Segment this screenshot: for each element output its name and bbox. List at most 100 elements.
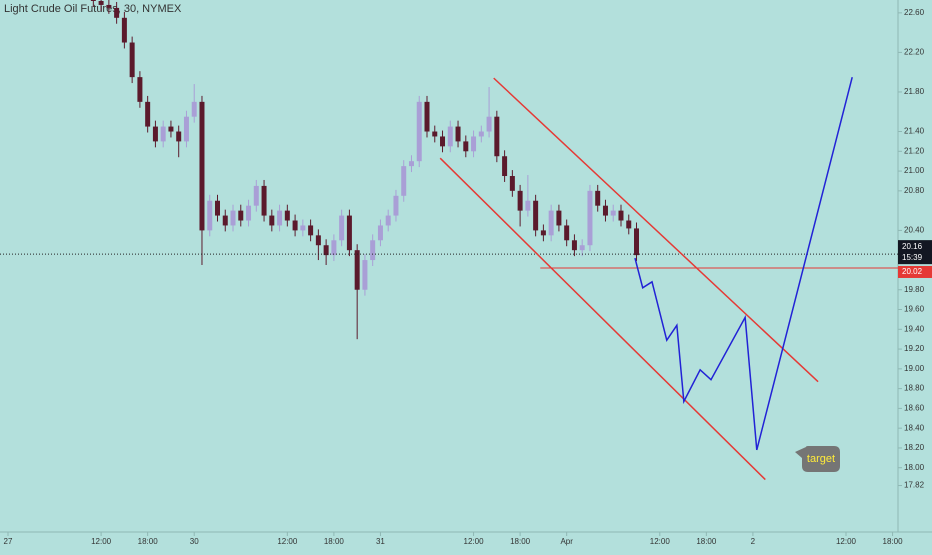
y-tick-label: 19.40 xyxy=(904,324,925,333)
y-tick-label: 19.00 xyxy=(904,364,925,373)
candle-body xyxy=(331,240,337,256)
candle-body xyxy=(370,240,376,261)
y-tick-label: 18.00 xyxy=(904,463,925,472)
x-tick-label: 30 xyxy=(190,537,199,546)
x-tick-label: 2 xyxy=(751,537,756,546)
candle-body xyxy=(199,101,205,231)
candle-body xyxy=(137,77,143,102)
x-tick-label: 12:00 xyxy=(836,537,857,546)
x-tick-label: 12:00 xyxy=(91,537,112,546)
y-tick-label: 22.20 xyxy=(904,48,925,57)
x-tick-label: 27 xyxy=(4,537,13,546)
candle-body xyxy=(98,0,104,5)
y-tick-label: 18.40 xyxy=(904,423,925,432)
y-tick-label: 19.20 xyxy=(904,344,925,353)
candle-body xyxy=(106,4,112,8)
candle-body xyxy=(455,126,461,142)
candle-body xyxy=(339,215,345,241)
candle-body xyxy=(579,245,585,251)
candle-body xyxy=(478,131,484,137)
candle-body xyxy=(183,116,189,142)
candle-body xyxy=(533,200,539,231)
candle-body xyxy=(114,7,120,18)
y-tick-label: 18.80 xyxy=(904,384,925,393)
y-tick-label: 20.40 xyxy=(904,226,925,235)
candle-body xyxy=(525,200,531,211)
countdown-label: 15:39 xyxy=(902,253,923,262)
candle-body xyxy=(377,225,383,241)
candle-body xyxy=(214,200,220,216)
candle-body xyxy=(253,185,259,206)
callout-box xyxy=(795,446,840,472)
candle-body xyxy=(300,225,306,231)
candle-body xyxy=(152,126,158,142)
projection-line xyxy=(634,76,853,451)
candle-body xyxy=(626,220,632,229)
callout-text: target xyxy=(807,453,835,465)
y-tick-label: 19.80 xyxy=(904,285,925,294)
candle-body xyxy=(564,225,570,241)
candle-body xyxy=(90,0,96,1)
candle-body xyxy=(440,136,446,147)
candle-body xyxy=(176,131,182,142)
candle-body xyxy=(556,210,562,226)
level-price-box xyxy=(898,265,932,278)
y-tick-label: 22.60 xyxy=(904,8,925,17)
candle-body xyxy=(602,205,608,216)
candle-body xyxy=(634,228,640,256)
candle-body xyxy=(401,166,407,196)
candle-body xyxy=(160,126,166,142)
candle-body xyxy=(308,225,314,236)
x-tick-label: 18:00 xyxy=(510,537,531,546)
candle-body xyxy=(548,210,554,236)
candle-body xyxy=(408,161,414,167)
candle-body xyxy=(238,210,244,221)
chart-title: Light Crude Oil Futures, 30, NYMEX xyxy=(4,3,182,15)
candle-body xyxy=(463,141,469,152)
x-tick-label: Apr xyxy=(560,537,573,546)
channel-upper xyxy=(493,77,819,383)
candle-body xyxy=(168,126,174,132)
candle-body xyxy=(191,101,197,117)
candle-body xyxy=(610,210,616,216)
x-tick-label: 12:00 xyxy=(464,537,485,546)
candle-body xyxy=(277,210,283,226)
candle-body xyxy=(362,260,368,290)
y-tick-label: 21.40 xyxy=(904,127,925,136)
x-tick-label: 18:00 xyxy=(138,537,159,546)
channel-lower xyxy=(439,157,766,481)
candle-body xyxy=(121,17,127,43)
candle-body xyxy=(385,215,391,226)
candle-body xyxy=(517,190,523,211)
x-tick-label: 12:00 xyxy=(277,537,298,546)
candle-body xyxy=(540,230,546,236)
x-tick-label: 18:00 xyxy=(696,537,717,546)
candle-body xyxy=(486,116,492,132)
candle-body xyxy=(416,101,422,162)
candle-body xyxy=(393,195,399,216)
x-tick-label: 12:00 xyxy=(650,537,671,546)
candle-body xyxy=(494,116,500,157)
candle-body xyxy=(284,210,290,221)
candle-body xyxy=(323,245,329,256)
candle-body xyxy=(207,200,213,231)
candle-body xyxy=(246,205,252,221)
candle-body xyxy=(222,215,228,226)
y-tick-label: 21.80 xyxy=(904,87,925,96)
candle-body xyxy=(346,215,352,251)
candle-body xyxy=(129,42,135,78)
last-price-box xyxy=(898,240,932,265)
candle-body xyxy=(354,250,360,290)
candle-body xyxy=(509,176,515,191)
y-tick-label: 18.60 xyxy=(904,404,925,413)
candle-body xyxy=(145,101,151,127)
y-tick-label: 17.82 xyxy=(904,481,925,490)
candle-body xyxy=(269,215,275,226)
candle-body xyxy=(230,210,236,226)
y-tick-label: 19.60 xyxy=(904,305,925,314)
candle-body xyxy=(618,210,624,221)
candle-body xyxy=(292,220,298,231)
